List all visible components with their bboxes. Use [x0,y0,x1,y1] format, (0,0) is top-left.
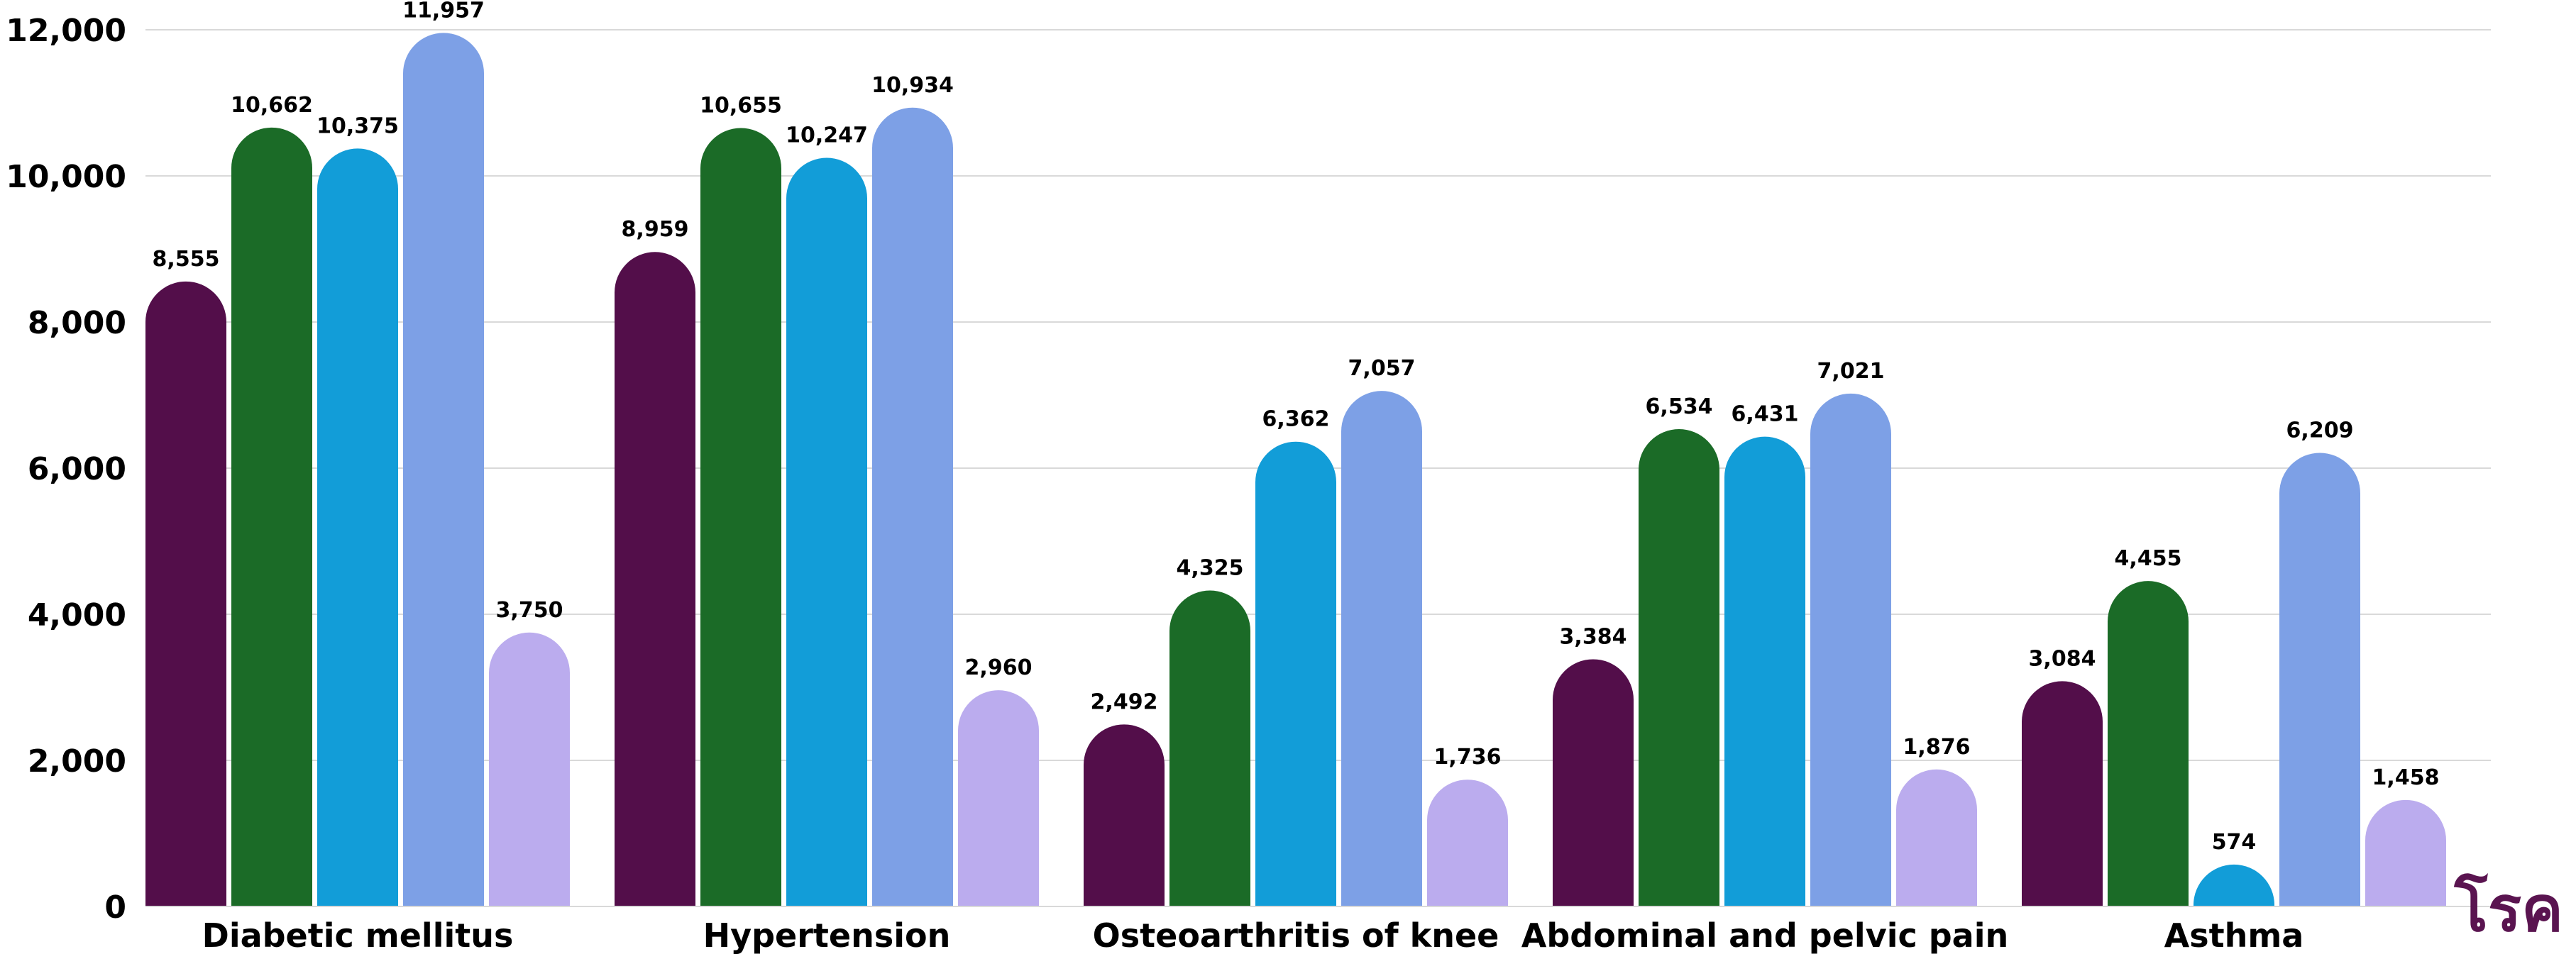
data-label: 10,247 [786,123,868,148]
bar [2108,581,2189,906]
bar [2194,864,2274,906]
bar [231,127,312,907]
data-label: 4,455 [2115,546,2182,571]
bar [1341,391,1422,906]
data-label: 7,021 [1817,359,1885,384]
bar [1169,590,1250,906]
data-labels: 8,55510,66210,37511,9573,7508,95910,6551… [153,0,2440,855]
bar [1553,659,1634,906]
data-label: 1,736 [1434,745,1502,770]
y-tick-label: 8,000 [28,305,126,341]
data-label: 8,959 [622,217,689,242]
bar [1896,769,1977,906]
data-label: 2,960 [965,655,1033,680]
data-label: 6,431 [1732,402,1799,427]
y-tick-label: 2,000 [28,743,126,780]
bar [1084,724,1165,906]
bar [872,107,953,907]
bar [1427,780,1508,906]
bar [1724,436,1805,906]
data-label: 2,492 [1091,689,1158,714]
bar [1810,393,1891,906]
category-label: Abdominal and pelvic pain [1521,916,2008,954]
data-label: 3,084 [2029,646,2096,671]
bar [958,690,1039,906]
bar [615,252,695,906]
y-tick-label: 12,000 [6,13,126,49]
data-label: 10,662 [231,93,313,118]
bar [2022,681,2103,906]
bar [700,128,781,906]
brand-logo: โรค [2454,872,2563,945]
data-label: 10,655 [700,94,782,118]
bar [1255,441,1336,906]
bar [2279,453,2360,906]
bar [489,632,570,906]
data-label: 574 [2212,830,2257,855]
data-label: 7,057 [1348,356,1416,381]
data-label: 3,384 [1560,624,1627,649]
y-tick-label: 0 [104,889,126,926]
bars [145,33,2446,907]
bar [403,33,484,907]
category-label: Osteoarthritis of knee [1093,916,1499,954]
category-label: Hypertension [703,916,951,954]
bar [145,281,226,907]
bar [1639,428,1719,906]
data-label: 8,555 [153,247,220,272]
y-axis-tick-labels: 0 2,000 4,000 6,000 8,000 10,000 12,000 [6,13,126,926]
y-tick-label: 4,000 [28,597,126,633]
data-label: 1,458 [2372,765,2440,790]
category-label: Diabetic mellitus [202,916,514,954]
y-tick-label: 6,000 [28,451,126,487]
data-label: 11,957 [402,0,485,23]
category-label: Asthma [2164,916,2304,954]
data-label: 10,934 [871,73,954,98]
bar [317,148,398,907]
data-label: 6,209 [2286,418,2354,443]
data-label: 10,375 [317,113,399,138]
data-label: 6,362 [1262,407,1330,432]
bar [786,157,867,907]
x-axis-category-labels: Diabetic mellitus Hypertension Osteoarthri… [202,916,2304,954]
bar [2365,799,2446,906]
data-label: 1,876 [1903,735,1971,760]
data-label: 6,534 [1646,394,1713,419]
y-tick-label: 10,000 [6,159,126,195]
data-label: 3,750 [496,598,563,623]
data-label: 4,325 [1177,556,1244,581]
